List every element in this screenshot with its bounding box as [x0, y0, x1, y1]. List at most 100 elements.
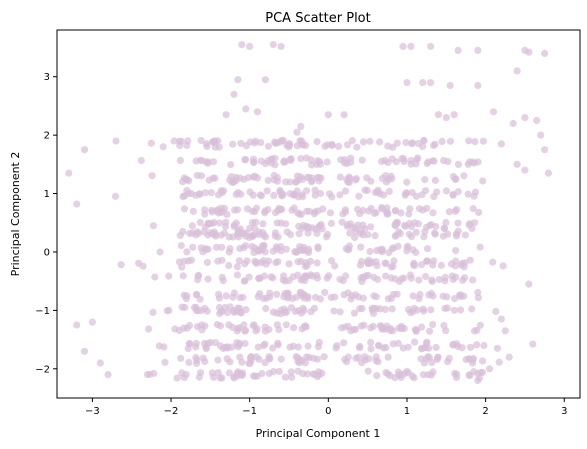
scatter-point [88, 318, 96, 326]
scatter-point [352, 176, 360, 184]
scatter-point [175, 258, 183, 266]
scatter-points [65, 41, 553, 385]
scatter-point [447, 260, 456, 268]
scatter-point [391, 374, 399, 382]
scatter-point [242, 242, 250, 250]
scatter-point [295, 230, 303, 238]
scatter-point [175, 326, 183, 335]
scatter-point [218, 243, 226, 251]
scatter-point [223, 355, 231, 363]
scatter-point [188, 222, 196, 230]
scatter-point [465, 137, 473, 145]
scatter-point [305, 245, 313, 253]
scatter-point [469, 359, 477, 367]
scatter-point [197, 136, 205, 145]
scatter-point [299, 141, 307, 149]
scatter-point [445, 354, 453, 362]
scatter-point [430, 193, 438, 201]
scatter-point [184, 190, 192, 198]
scatter-point [314, 207, 322, 215]
scatter-point [217, 187, 225, 195]
scatter-point [311, 293, 320, 301]
scatter-point [389, 143, 397, 151]
scatter-point [230, 307, 238, 315]
scatter-point [401, 191, 409, 199]
scatter-point [264, 176, 272, 184]
scatter-point [340, 291, 348, 299]
scatter-point [399, 42, 407, 51]
scatter-point [293, 128, 301, 136]
scatter-point [222, 111, 230, 119]
scatter-point [235, 257, 243, 265]
scatter-point [328, 193, 336, 201]
scatter-point [420, 307, 428, 315]
scatter-point [214, 257, 222, 265]
scatter-point [419, 206, 427, 214]
scatter-point [431, 140, 439, 148]
scatter-point [458, 344, 466, 352]
scatter-point [212, 232, 220, 240]
scatter-point [371, 209, 379, 217]
scatter-point [422, 187, 430, 195]
scatter-point [359, 138, 368, 146]
scatter-point [385, 187, 393, 195]
scatter-point [464, 190, 472, 198]
scatter-point [323, 230, 332, 238]
scatter-point [358, 304, 366, 313]
scatter-point [247, 353, 255, 361]
scatter-point [509, 119, 517, 128]
scatter-point [418, 344, 426, 352]
scatter-point [363, 186, 371, 195]
scatter-point [287, 155, 295, 163]
scatter-point [219, 277, 227, 285]
scatter-point [450, 111, 458, 119]
scatter-point [355, 192, 363, 200]
scatter-point [403, 79, 411, 87]
scatter-point [403, 243, 411, 252]
scatter-point [376, 246, 384, 254]
scatter-point [492, 307, 500, 316]
scatter-point [254, 293, 262, 301]
scatter-point [292, 178, 300, 186]
scatter-point [255, 274, 263, 282]
scatter-point [350, 326, 358, 334]
scatter-point [252, 353, 261, 361]
scatter-point [442, 114, 450, 122]
scatter-point [238, 41, 246, 49]
scatter-point [242, 105, 250, 113]
scatter-point [242, 326, 250, 335]
scatter-point [276, 188, 284, 196]
scatter-point [384, 370, 392, 378]
scatter-point [179, 272, 187, 280]
scatter-point [204, 275, 212, 283]
scatter-point [287, 304, 295, 312]
scatter-point [341, 187, 350, 195]
scatter-point [402, 222, 410, 230]
scatter-point [469, 276, 477, 284]
scatter-point [359, 206, 367, 215]
scatter-point [233, 271, 241, 279]
scatter-point [497, 315, 505, 323]
scatter-point [437, 261, 445, 270]
scatter-point [312, 225, 320, 233]
scatter-point [225, 233, 233, 241]
scatter-point [215, 290, 223, 298]
scatter-point [297, 122, 305, 130]
scatter-point [388, 245, 396, 253]
scatter-point [486, 365, 494, 373]
scatter-point [217, 231, 225, 239]
scatter-point [305, 353, 313, 361]
scatter-point [473, 341, 481, 349]
scatter-point [442, 327, 450, 335]
scatter-point [233, 263, 241, 271]
scatter-point [358, 257, 366, 265]
scatter-point [195, 373, 203, 381]
scatter-point [197, 306, 205, 314]
scatter-point [192, 339, 200, 347]
scatter-point [403, 178, 411, 186]
scatter-point [229, 293, 237, 301]
scatter-point [261, 209, 269, 217]
scatter-point [357, 243, 365, 251]
scatter-point [410, 304, 418, 312]
scatter-point [429, 209, 437, 217]
